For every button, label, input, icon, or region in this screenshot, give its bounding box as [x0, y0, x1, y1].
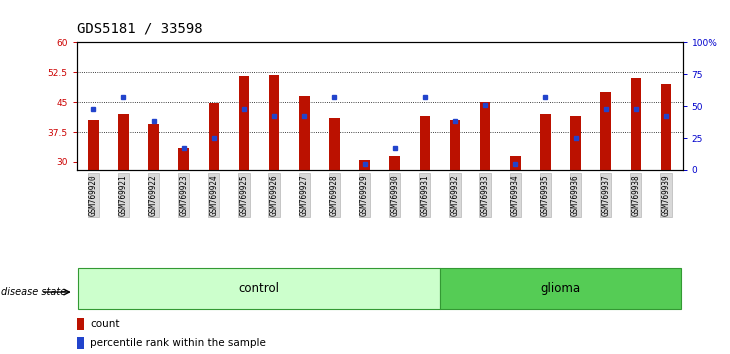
- Bar: [178, 148, 189, 170]
- Bar: [77, 318, 84, 330]
- Bar: [269, 75, 280, 170]
- Text: glioma: glioma: [540, 282, 580, 295]
- Text: GSM769934: GSM769934: [511, 174, 520, 216]
- Text: GSM769933: GSM769933: [480, 174, 490, 216]
- Bar: [88, 120, 99, 170]
- Bar: [480, 102, 491, 170]
- Bar: [389, 156, 400, 170]
- Text: percentile rank within the sample: percentile rank within the sample: [90, 338, 266, 348]
- Text: GSM769920: GSM769920: [89, 174, 98, 216]
- Bar: [118, 114, 128, 170]
- Bar: [510, 156, 520, 170]
- Text: GSM769925: GSM769925: [239, 174, 248, 216]
- Text: GSM769931: GSM769931: [420, 174, 429, 216]
- Text: GSM769923: GSM769923: [179, 174, 188, 216]
- Text: count: count: [90, 319, 120, 329]
- Bar: [329, 118, 339, 170]
- Text: control: control: [239, 282, 280, 295]
- Text: GDS5181 / 33598: GDS5181 / 33598: [77, 21, 202, 35]
- FancyBboxPatch shape: [78, 268, 440, 309]
- Text: GSM769930: GSM769930: [390, 174, 399, 216]
- Text: GSM769928: GSM769928: [330, 174, 339, 216]
- Text: GSM769937: GSM769937: [602, 174, 610, 216]
- Bar: [540, 114, 550, 170]
- Bar: [77, 337, 84, 349]
- Text: GSM769926: GSM769926: [269, 174, 279, 216]
- Bar: [299, 96, 310, 170]
- Text: GSM769936: GSM769936: [571, 174, 580, 216]
- Text: GSM769935: GSM769935: [541, 174, 550, 216]
- Text: GSM769922: GSM769922: [149, 174, 158, 216]
- Bar: [148, 124, 159, 170]
- Bar: [600, 92, 611, 170]
- Bar: [420, 116, 430, 170]
- Text: GSM769924: GSM769924: [210, 174, 218, 216]
- Text: GSM769932: GSM769932: [450, 174, 459, 216]
- Text: disease state: disease state: [1, 287, 66, 297]
- Text: GSM769927: GSM769927: [300, 174, 309, 216]
- Bar: [450, 120, 460, 170]
- Text: GSM769939: GSM769939: [661, 174, 670, 216]
- Text: GSM769938: GSM769938: [631, 174, 640, 216]
- Bar: [631, 78, 641, 170]
- Bar: [239, 76, 249, 170]
- Bar: [209, 103, 219, 170]
- Text: GSM769929: GSM769929: [360, 174, 369, 216]
- Text: GSM769921: GSM769921: [119, 174, 128, 216]
- Bar: [570, 116, 581, 170]
- FancyBboxPatch shape: [440, 268, 681, 309]
- Bar: [661, 84, 672, 170]
- Bar: [359, 160, 370, 170]
